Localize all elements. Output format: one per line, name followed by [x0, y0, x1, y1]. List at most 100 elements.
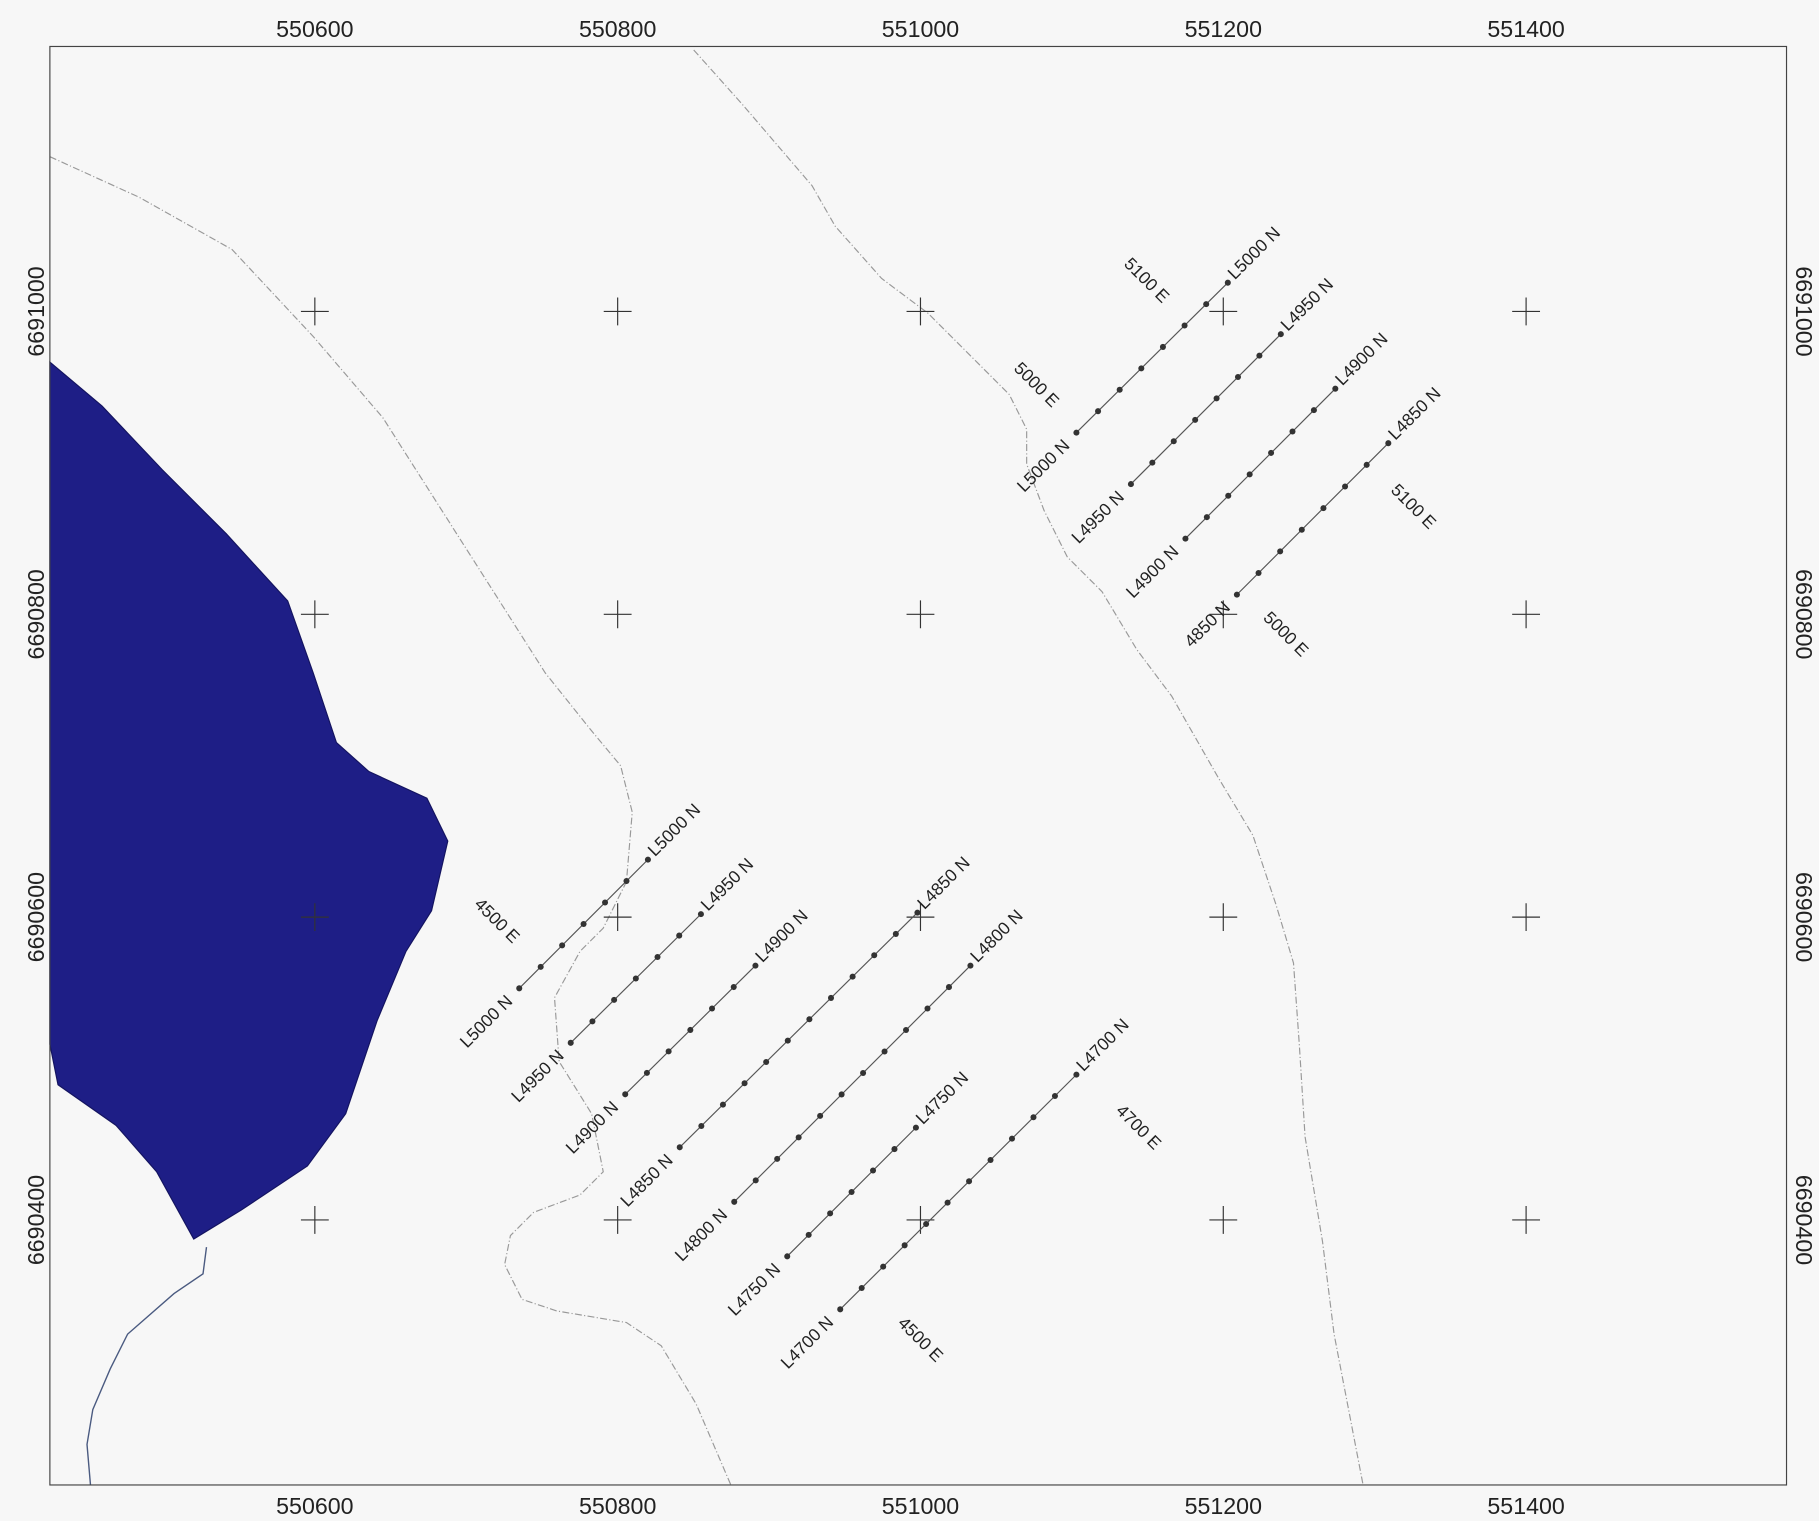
station	[795, 1134, 802, 1141]
station	[676, 932, 683, 939]
station	[806, 1016, 813, 1023]
station	[1233, 591, 1240, 598]
station	[1277, 331, 1284, 338]
station	[676, 1144, 683, 1151]
station	[1138, 365, 1145, 372]
station	[1320, 505, 1327, 512]
y-tick-label: 6690400	[1791, 1175, 1817, 1265]
station	[1246, 471, 1253, 478]
station	[1182, 535, 1189, 542]
grid-cross	[300, 1206, 329, 1234]
y-tick-label: 6690800	[1791, 569, 1817, 659]
x-tick-label: 550600	[276, 1493, 353, 1519]
survey-line	[1185, 388, 1336, 539]
station	[1385, 440, 1392, 447]
station	[1342, 483, 1349, 490]
x-tick-label: 551400	[1487, 16, 1564, 42]
station	[719, 1101, 726, 1108]
station	[901, 1242, 908, 1249]
station	[784, 1037, 791, 1044]
station	[881, 1048, 888, 1055]
lake	[49, 360, 449, 1240]
station	[1289, 428, 1296, 435]
station	[1051, 1092, 1058, 1099]
x-tick-label: 550600	[276, 16, 353, 42]
station	[1332, 385, 1339, 392]
grid-cross	[300, 903, 329, 932]
station	[622, 1091, 629, 1098]
station	[944, 1199, 951, 1206]
station	[967, 962, 974, 969]
grid-cross	[906, 903, 935, 932]
station	[602, 899, 609, 906]
y-tick-label: 6690600	[1791, 872, 1817, 962]
station	[665, 1048, 672, 1055]
x-tick-label: 551000	[882, 16, 959, 42]
survey-line	[679, 912, 918, 1148]
station	[698, 1122, 705, 1129]
station	[580, 920, 587, 927]
station	[903, 1027, 910, 1034]
station	[730, 984, 737, 991]
grid-cross	[603, 600, 632, 629]
grid-cross	[1209, 1206, 1238, 1234]
station	[623, 878, 630, 885]
station	[1277, 548, 1284, 555]
y-tick-label: 6690600	[23, 872, 49, 962]
x-tick-label: 551200	[1185, 16, 1262, 42]
station	[891, 1146, 898, 1153]
station	[1073, 1071, 1080, 1078]
station	[611, 996, 618, 1003]
contour	[693, 49, 1364, 1486]
station	[1256, 352, 1263, 359]
station	[1268, 449, 1275, 456]
station	[1298, 526, 1305, 533]
station	[589, 1018, 596, 1025]
x-tick-label: 550800	[579, 16, 656, 42]
grid-cross	[906, 297, 935, 326]
survey-line	[839, 1074, 1077, 1310]
station	[1149, 459, 1156, 466]
station	[1008, 1135, 1016, 1142]
station	[1127, 481, 1134, 488]
station	[1224, 279, 1231, 286]
station	[763, 1058, 770, 1065]
station	[912, 1124, 919, 1131]
grid-cross	[1512, 600, 1541, 629]
station	[644, 856, 651, 863]
grid-cross	[603, 297, 632, 326]
station	[849, 973, 856, 980]
grid-cross	[1209, 297, 1238, 326]
station	[567, 1039, 574, 1046]
station	[632, 975, 639, 982]
map-frame	[49, 45, 1788, 1486]
y-tick-label: 6690400	[23, 1175, 49, 1265]
station	[966, 1178, 973, 1185]
station	[1192, 416, 1199, 423]
station	[1030, 1114, 1037, 1121]
station	[1203, 301, 1210, 308]
survey-line	[1076, 282, 1229, 434]
station	[1213, 395, 1220, 402]
station	[848, 1188, 855, 1195]
station	[1170, 438, 1177, 445]
station	[1073, 429, 1080, 436]
y-tick-label: 6691000	[23, 266, 49, 356]
station	[1310, 407, 1317, 414]
x-tick-label: 551200	[1185, 1493, 1262, 1519]
station	[860, 1069, 867, 1076]
station	[871, 952, 878, 959]
station	[516, 985, 523, 992]
station	[858, 1284, 865, 1291]
station	[892, 930, 899, 937]
y-tick-label: 6690800	[23, 569, 49, 659]
station	[1363, 461, 1370, 468]
station	[838, 1091, 845, 1098]
station	[697, 911, 704, 918]
station	[1181, 322, 1188, 329]
y-tick-label: 6691000	[1791, 266, 1817, 356]
station	[752, 962, 759, 969]
grid-cross	[300, 600, 329, 629]
station	[784, 1253, 791, 1260]
